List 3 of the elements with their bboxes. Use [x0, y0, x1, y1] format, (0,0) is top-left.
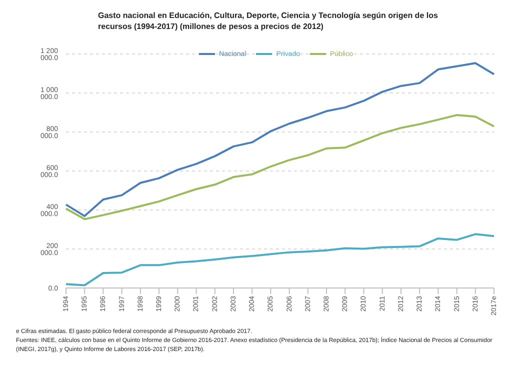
chart-title: Gasto nacional en Educación, Cultura, Deporte, Ciencia y Tecnología según origen de los recursos (1994-2017) (millones de pesos a precios de 2012)	[97, 10, 439, 32]
line-series	[65, 114, 495, 220]
line-series	[65, 62, 495, 218]
